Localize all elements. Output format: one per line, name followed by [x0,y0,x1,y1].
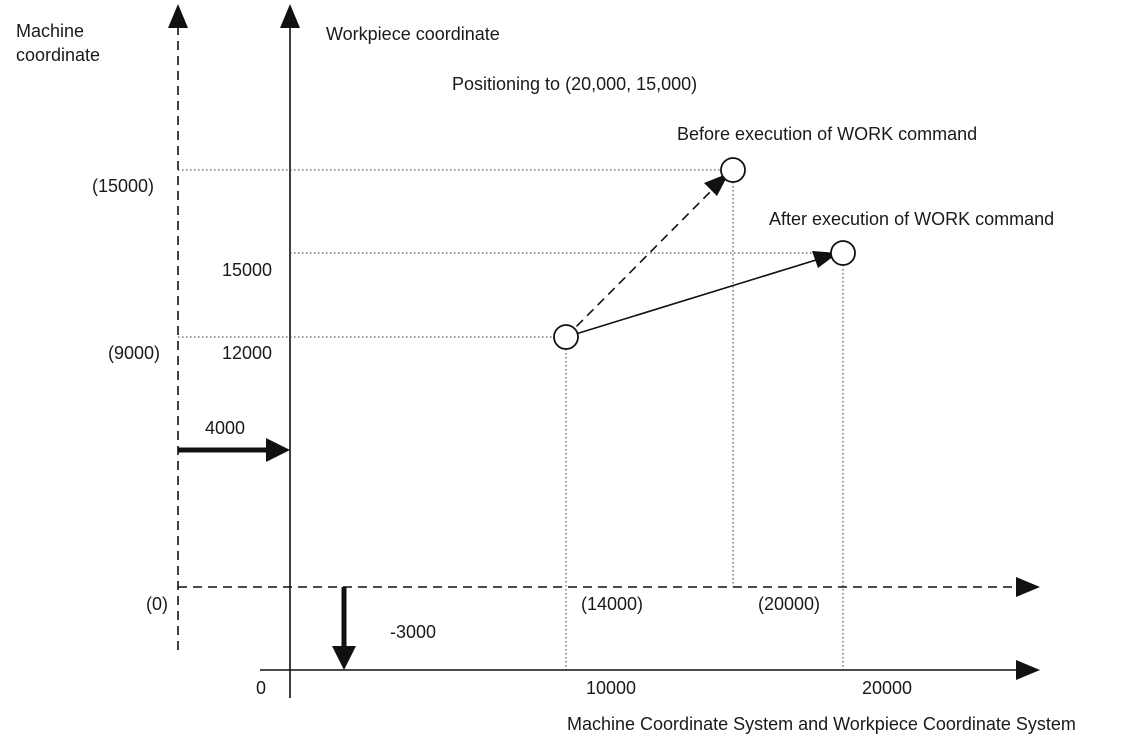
after-target-point [830,240,856,266]
machine-y-arrowhead [168,4,188,28]
machine-y-tick-9000: (9000) [108,343,160,363]
offset-x-arrowhead [266,438,290,462]
workpiece-origin-label: 0 [256,678,266,698]
machine-x-tick-14000: (14000) [581,594,643,614]
machine-axis-label-line1: Machine [16,21,84,41]
offset-y-arrowhead [332,646,356,670]
start-point [553,324,579,350]
workpiece-x-tick-10000: 10000 [586,678,636,698]
machine-origin-label: (0) [146,594,168,614]
offset-x-label: 4000 [205,418,245,438]
workpiece-y-tick-12000: 12000 [222,343,272,363]
caption: Machine Coordinate System and Workpiece … [567,714,1076,734]
workpiece-x-arrowhead [1016,660,1040,680]
machine-axis-label-line2: coordinate [16,45,100,65]
after-label: After execution of WORK command [769,209,1054,229]
machine-y-tick-15000: (15000) [92,176,154,196]
workpiece-y-tick-15000: 15000 [222,260,272,280]
machine-x-arrowhead [1016,577,1040,597]
move-before-line [565,188,714,338]
move-before-arrowhead [704,173,729,196]
positioning-label: Positioning to (20,000, 15,000) [452,74,697,94]
workpiece-x-tick-20000: 20000 [862,678,912,698]
move-after-line [565,259,817,338]
machine-x-tick-20000: (20000) [758,594,820,614]
workpiece-y-arrowhead [280,4,300,28]
workpiece-axis-label: Workpiece coordinate [326,24,500,44]
before-label: Before execution of WORK command [677,124,977,144]
before-target-point [720,157,746,183]
offset-y-label: -3000 [390,622,436,642]
